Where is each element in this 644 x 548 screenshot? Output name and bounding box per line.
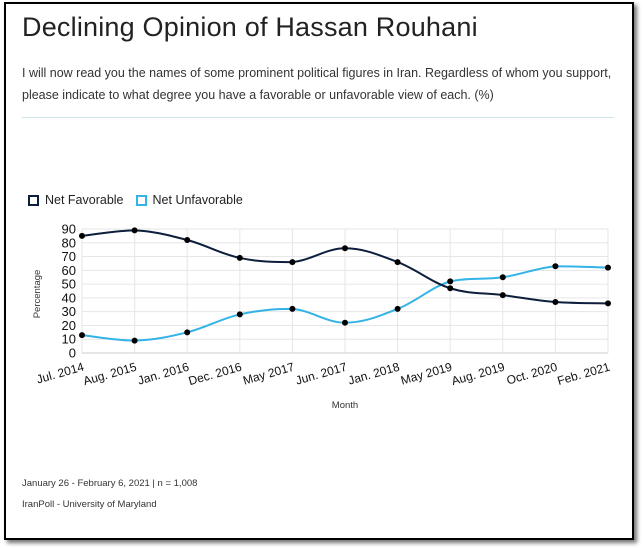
data-point-net-favorable[interactable] (236, 254, 243, 261)
x-tick-label: Aug. 2015 (82, 360, 139, 389)
y-tick-label: 0 (69, 346, 76, 361)
data-point-net-favorable[interactable] (342, 245, 348, 252)
data-point-net-unfavorable[interactable] (447, 278, 454, 285)
data-point-net-favorable[interactable] (552, 299, 559, 306)
data-point-net-unfavorable[interactable] (289, 305, 296, 312)
data-point-net-unfavorable[interactable] (79, 332, 85, 339)
page-title: Declining Opinion of Hassan Rouhani (22, 12, 478, 42)
data-point-net-favorable[interactable] (499, 292, 506, 299)
data-point-net-unfavorable[interactable] (499, 274, 506, 281)
chart-series (79, 227, 611, 344)
legend-item-net-unfavorable[interactable]: Net Unfavorable (135, 193, 243, 207)
data-point-net-favorable[interactable] (447, 285, 454, 292)
data-point-net-unfavorable[interactable] (342, 319, 348, 326)
data-point-net-favorable[interactable] (289, 259, 296, 266)
y-tick-label: 60 (62, 263, 76, 278)
data-point-net-unfavorable[interactable] (131, 337, 138, 344)
y-tick-label: 10 (62, 332, 76, 347)
data-point-net-favorable[interactable] (184, 237, 191, 244)
y-tick-label: 30 (62, 304, 76, 319)
x-tick-label: Jul. 2014 (35, 360, 86, 387)
y-tick-label: 80 (62, 235, 76, 250)
data-point-net-favorable[interactable] (394, 259, 401, 266)
x-tick-label: Jun. 2017 (294, 360, 349, 388)
footer-source: IranPoll - University of Maryland (22, 499, 157, 510)
y-tick-label: 90 (62, 222, 76, 237)
data-point-net-unfavorable[interactable] (552, 263, 559, 270)
y-axis-label: Percentage (32, 270, 43, 319)
page-subtitle: I will now read you the names of some pr… (22, 66, 612, 102)
chart-legend: Net Favorable Net Unfavorable (28, 193, 255, 207)
x-tick-label: Oct. 2020 (505, 360, 559, 388)
legend-swatch-net-unfavorable (135, 194, 147, 206)
x-tick-label: Aug. 2019 (450, 360, 507, 389)
data-point-net-unfavorable[interactable] (394, 305, 401, 312)
y-tick-label: 40 (62, 290, 76, 305)
legend-swatch-net-favorable (28, 194, 39, 206)
data-point-net-favorable[interactable] (605, 300, 611, 307)
data-point-net-unfavorable[interactable] (236, 311, 243, 318)
x-tick-label: May 2019 (399, 360, 454, 388)
x-axis-label: Month (332, 400, 358, 411)
legend-label-net-favorable: Net Favorable (45, 193, 124, 207)
data-point-net-favorable[interactable] (131, 227, 138, 234)
legend-label-net-unfavorable: Net Unfavorable (152, 193, 243, 207)
x-tick-label: Feb. 2021 (556, 360, 612, 388)
x-tick-label: Jan. 2016 (136, 360, 191, 388)
legend-item-net-favorable[interactable]: Net Favorable (28, 193, 124, 207)
screenshot-frame (4, 2, 634, 540)
divider (22, 117, 614, 118)
data-point-net-unfavorable[interactable] (605, 264, 611, 271)
y-tick-label: 70 (62, 249, 76, 264)
footer-survey-info: January 26 - February 6, 2021 | n = 1,00… (22, 478, 198, 489)
data-point-net-unfavorable[interactable] (184, 329, 191, 336)
y-tick-label: 50 (62, 277, 76, 292)
x-tick-label: May 2017 (241, 360, 296, 388)
x-tick-label: Jan. 2018 (347, 360, 402, 388)
data-point-net-favorable[interactable] (79, 232, 85, 239)
x-tick-label: Dec. 2016 (187, 360, 244, 389)
y-tick-label: 20 (62, 318, 76, 333)
